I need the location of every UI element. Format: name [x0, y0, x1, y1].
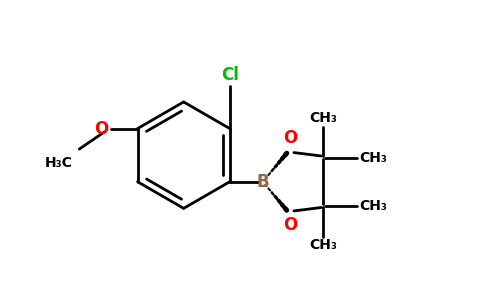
Text: O: O [283, 129, 298, 147]
Text: CH₃: CH₃ [359, 199, 387, 213]
Text: CH₃: CH₃ [309, 111, 337, 125]
Text: CH₃: CH₃ [359, 151, 387, 165]
Text: CH₃: CH₃ [309, 238, 337, 252]
Text: Cl: Cl [221, 66, 239, 84]
Text: B: B [256, 173, 269, 191]
Text: H₃C: H₃C [45, 156, 73, 170]
Text: O: O [283, 216, 298, 234]
Text: O: O [94, 119, 108, 137]
